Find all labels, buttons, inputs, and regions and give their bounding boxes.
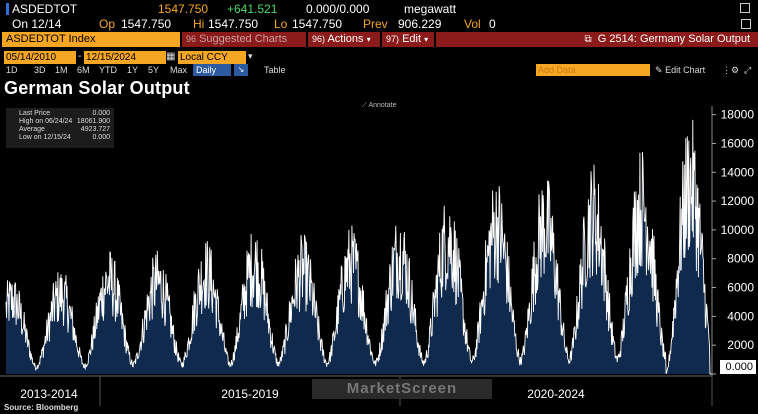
annotate-button[interactable]: ⟋ Annotate: [362, 102, 397, 109]
period-3d[interactable]: 3D: [34, 65, 46, 75]
legend-box: Last Price 0.000 High on 06/24/24 18061.90…: [6, 108, 114, 148]
actions-button[interactable]: 96) Actions ▾: [308, 32, 380, 47]
period-max[interactable]: Max: [170, 65, 188, 75]
chart-type-icon[interactable]: ↘: [234, 64, 248, 76]
function-label: G 2514: Germany Solar Output: [597, 33, 750, 45]
period-1d[interactable]: 1D: [6, 65, 18, 75]
add-data-input[interactable]: Add Data: [536, 64, 650, 76]
period-1y[interactable]: 1Y: [127, 65, 139, 75]
chart-title: German Solar Output: [4, 78, 190, 98]
table-button[interactable]: Table: [264, 65, 286, 75]
zoom-icon[interactable]: ⤢: [744, 65, 752, 75]
edit-chart-label: Edit Chart: [665, 65, 706, 75]
currency-dropdown-icon[interactable]: ▾: [248, 51, 253, 61]
legend-low: Low on 12/15/24 0.000: [19, 134, 110, 141]
date-separator: -: [78, 51, 82, 62]
prev-label: Prev: [363, 17, 388, 31]
start-date-input[interactable]: 05/14/2010: [4, 51, 76, 64]
expand-icon[interactable]: [740, 3, 750, 13]
open-label: Op: [99, 17, 116, 31]
source-label: Source: Bloomberg: [4, 403, 79, 412]
y-tick-label: 16000: [721, 136, 755, 150]
quote-date: On 12/14: [12, 17, 62, 31]
period-5y[interactable]: 5Y: [148, 65, 160, 75]
actions-num: 96): [312, 34, 326, 44]
edit-label: Edit: [402, 33, 422, 45]
frequency-select[interactable]: Daily: [193, 64, 231, 76]
y-tick-label: 8000: [727, 252, 754, 266]
settings-icon[interactable]: [741, 19, 751, 29]
y-tick-label: 18000: [721, 108, 755, 122]
price-change: +641.521: [227, 2, 278, 16]
more-icon[interactable]: ⋮: [722, 65, 731, 75]
suggested-charts-button[interactable]: 96 Suggested Charts: [182, 32, 306, 47]
y-tick-label: 14000: [721, 165, 755, 179]
legend-last-price: Last Price 0.000: [19, 110, 110, 117]
watermark-logo: MarketScreen: [312, 379, 492, 399]
y-tick-label: 10000: [721, 223, 755, 237]
period-6m[interactable]: 6M: [77, 65, 90, 75]
vol-label: Vol: [464, 17, 481, 31]
edit-num: 97): [386, 34, 400, 44]
x-period-label: 2013-2014: [20, 387, 78, 401]
high-value: 1547.750: [208, 17, 259, 31]
y-tick-label: 12000: [721, 194, 755, 208]
launch-icon[interactable]: ⧉: [584, 34, 592, 45]
bid-ask: 0.000/0.000: [306, 2, 370, 16]
last-value-tag: 0.000: [720, 360, 756, 374]
actions-label: Actions: [327, 33, 364, 45]
last-price: 1547.750: [158, 2, 209, 16]
y-tick-label: 4000: [727, 309, 754, 323]
edit-chart-button[interactable]: ✎ Edit Chart: [655, 64, 705, 76]
gear-icon[interactable]: ⚙: [731, 65, 740, 75]
suggested-num: 96: [186, 34, 197, 44]
function-title: ⧉ G 2514: Germany Solar Output: [436, 32, 758, 47]
pencil-icon: ✎: [655, 65, 663, 75]
period-ytd[interactable]: YTD: [99, 65, 117, 75]
low-label: Lo: [274, 17, 288, 31]
x-period-label: 2020-2024: [527, 387, 585, 401]
chart-plot[interactable]: 2000 4000 6000 8000 10000 12000 14000 16000 1800…: [0, 102, 758, 406]
end-date-input[interactable]: 12/15/2024: [84, 51, 166, 64]
x-period-label: 2015-2019: [221, 387, 279, 401]
series-area: [6, 119, 712, 375]
calendar-icon[interactable]: ▦: [166, 51, 176, 62]
suggested-label: Suggested Charts: [199, 33, 288, 45]
prev-value: 906.229: [398, 17, 442, 31]
y-tick-label: 6000: [727, 281, 754, 295]
high-label: Hi: [193, 17, 205, 31]
ticker-symbol[interactable]: ASDEDTOT: [12, 2, 78, 16]
legend-average: Average 4923.727: [19, 126, 110, 133]
ticker-color-bar: [6, 3, 9, 15]
edit-button[interactable]: 97) Edit ▾: [382, 32, 434, 47]
y-tick-label: 2000: [727, 338, 754, 352]
series-line: [5, 119, 712, 375]
currency-select[interactable]: Local CCY: [178, 51, 246, 64]
open-value: 1547.750: [121, 17, 172, 31]
unit-label: megawatt: [404, 2, 457, 16]
vol-value: 0: [489, 17, 496, 31]
low-value: 1547.750: [292, 17, 343, 31]
period-1m[interactable]: 1M: [55, 65, 68, 75]
legend-high: High on 06/24/24 18061.900: [19, 118, 110, 125]
security-field[interactable]: ASDEDTOT Index: [2, 32, 180, 47]
